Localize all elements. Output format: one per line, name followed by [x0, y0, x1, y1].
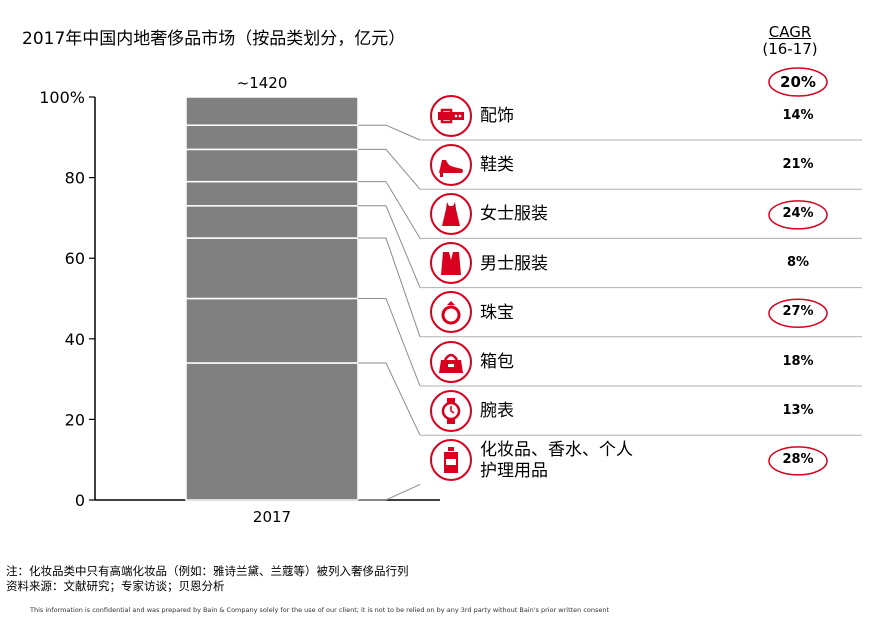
total-label: ~1420 — [237, 74, 288, 92]
category-label: 化妆品、香水、个人 护理用品 — [480, 439, 633, 481]
y-tick-label: 20 — [65, 410, 85, 429]
bar-segment — [185, 362, 359, 501]
leader-line — [358, 205, 421, 288]
category-label: 配饰 — [480, 106, 514, 126]
leader-line — [358, 483, 421, 501]
bar-segment — [185, 297, 359, 364]
bar-segment — [185, 96, 359, 126]
leader-line — [358, 237, 421, 337]
cagr-header-title: CAGR — [768, 23, 812, 41]
leader-line — [358, 298, 421, 387]
cagr-header: CAGR (16-17) — [760, 24, 820, 58]
source-note: 资料来源：文献研究；专家访谈；贝恩分析 — [6, 579, 225, 593]
cagr-value: 14% — [782, 107, 814, 123]
cagr-value: 13% — [782, 402, 814, 418]
watch-icon — [430, 389, 472, 432]
footnote: 注：化妆品类中只有高端化妆品（例如：雅诗兰黛、兰蔻等）被列入奢侈品行列 — [6, 564, 409, 578]
handbag-icon — [430, 340, 472, 383]
y-tick-label: 100% — [39, 88, 85, 107]
leader-line — [358, 148, 421, 190]
total-cagr-value: 20% — [780, 73, 816, 91]
category-label: 女士服装 — [480, 204, 548, 225]
highlight-circle — [768, 446, 828, 476]
shoe-icon — [430, 143, 472, 186]
cagr-value: 28% — [782, 451, 814, 467]
cagr-header-period: (16-17) — [762, 40, 818, 58]
highlight-circle — [768, 200, 828, 230]
belt-icon — [430, 94, 472, 137]
bar-segment — [185, 237, 359, 300]
highlight-circle — [768, 298, 828, 329]
y-tick-label: 80 — [65, 169, 85, 188]
category-label: 珠宝 — [480, 302, 514, 323]
suit-icon — [430, 242, 472, 285]
leader-line — [358, 362, 421, 436]
category-label: 男士服装 — [480, 253, 548, 274]
confidentiality-footer: This information is confidential and was… — [30, 606, 610, 614]
cagr-value: 18% — [782, 353, 814, 369]
dress-icon — [430, 192, 472, 235]
chart-title: 2017年中国内地奢侈品市场（按品类划分，亿元） — [22, 29, 406, 49]
bar-segment — [185, 205, 359, 239]
cagr-value: 8% — [786, 255, 810, 271]
category-label: 鞋类 — [480, 155, 514, 176]
cagr-value: 27% — [782, 304, 814, 320]
cagr-value: 24% — [782, 205, 814, 221]
leader-line — [358, 181, 421, 239]
x-tick-label: 2017 — [253, 508, 291, 526]
category-label: 箱包 — [480, 352, 514, 372]
category-label: 腕表 — [480, 401, 514, 422]
perfume-bottle-icon — [430, 438, 472, 481]
highlight-circle — [768, 67, 828, 97]
ring-icon — [430, 291, 472, 334]
y-tick-label: 60 — [65, 249, 85, 268]
cagr-value: 21% — [782, 156, 814, 172]
y-tick-label: 40 — [65, 330, 85, 349]
leader-line — [358, 124, 421, 141]
bar-segment — [185, 124, 359, 151]
bar-segment — [185, 148, 359, 183]
bar-segment — [185, 180, 359, 207]
y-tick-label: 0 — [75, 491, 85, 510]
